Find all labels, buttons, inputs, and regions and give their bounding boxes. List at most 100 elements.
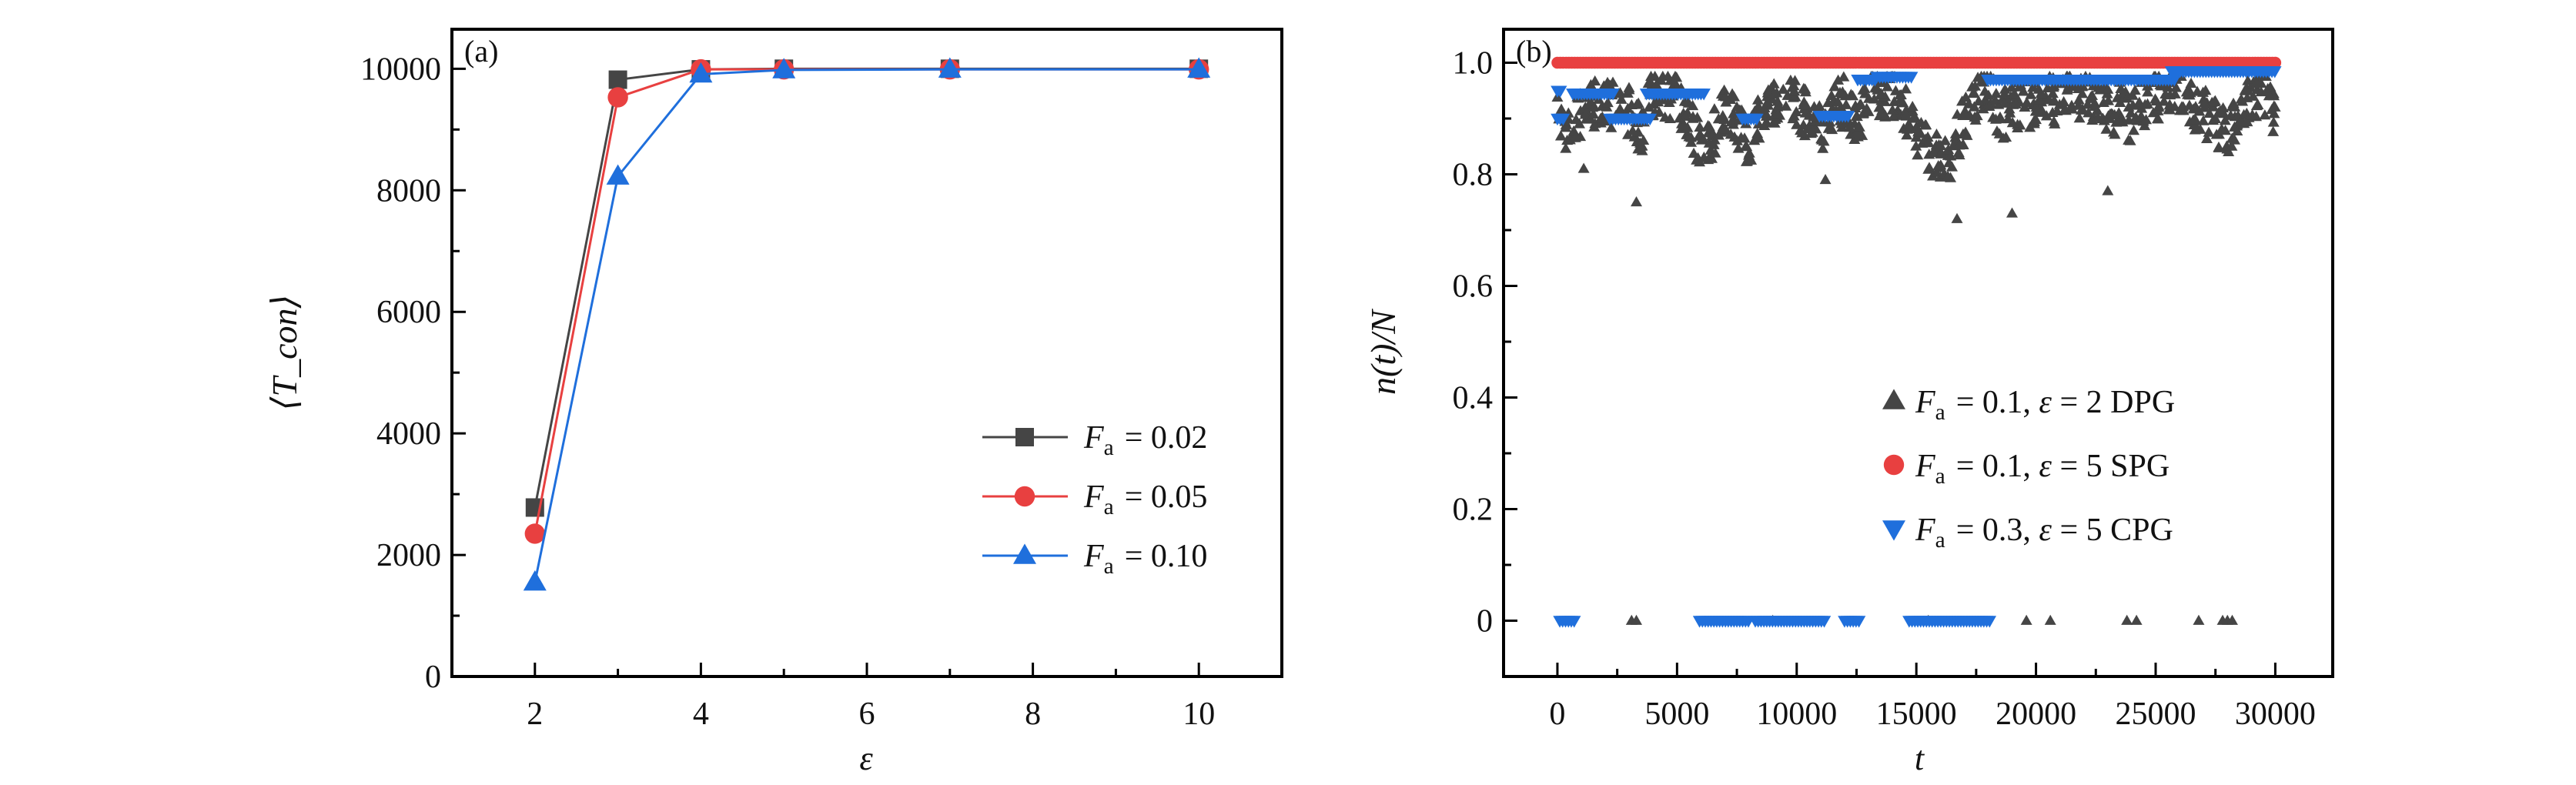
data-point [1902,118,1915,129]
data-point [1734,104,1746,115]
data-point [1906,100,1919,112]
data-point [1768,78,1780,89]
data-point [2121,92,2133,103]
data-point [1750,113,1764,126]
data-point [1731,135,1744,145]
data-point [1852,616,1866,628]
legend-marker [1015,428,1034,446]
data-point [1768,89,1780,99]
x-tick-label: 5000 [1644,696,1709,732]
data-point [2214,105,2226,115]
data-point [1651,78,1663,89]
data-point [1928,147,1940,158]
y-tick-label: 0.8 [1453,158,1494,193]
data-point [2209,95,2221,105]
series-spg [1551,56,2282,69]
data-point [2235,93,2247,104]
data-point [1817,142,1829,153]
data-point [1642,77,1654,89]
data-point [1922,137,1935,148]
math-var: F [1915,513,1935,548]
data-point [1852,131,1864,142]
data-point [938,57,962,78]
y-tick-label: 10000 [360,52,441,87]
math-var: P [2129,449,2146,484]
data-point [2119,85,2132,97]
data-point [1601,96,1614,108]
data-point [1972,95,1985,106]
data-point [1908,112,1920,122]
x-tick-label: 6 [859,696,875,732]
data-point [1687,99,1699,111]
data-point [2193,614,2205,625]
data-point [1901,129,1913,140]
data-point [1817,616,1832,628]
data-point [1631,614,1643,625]
data-point [1886,104,1899,115]
legend-label: Fa = 0.05 [1083,479,1207,519]
data-point [1961,129,1973,140]
data-point [2250,72,2262,84]
data-point [2086,114,2099,125]
legend-item: Fa = 0.3, ε = 5 CPG [1882,513,2173,553]
data-point [2267,125,2280,136]
x-tick-label: 30000 [2235,696,2316,732]
math-var: ε [2039,513,2052,548]
data-point [2231,125,2243,136]
y-axis-label-a: ⟨T_con⟩ [265,295,304,411]
data-point [2198,97,2210,108]
math-text: = 5 [2052,513,2110,548]
data-point [1567,125,1580,136]
math-text: = 0.10 [1116,539,1207,574]
math-text: = 5 [2052,449,2110,484]
data-point [2182,89,2194,99]
data-point [2213,142,2225,152]
data-point [1922,163,1935,174]
data-point [1910,140,1922,151]
data-point [2241,85,2253,95]
data-point [1844,122,1856,132]
math-var: C [2110,513,2132,548]
data-point [1553,85,1567,98]
x-tick-label: 25000 [2115,696,2196,732]
math-var: G [2152,385,2175,420]
data-point [1852,120,1865,131]
data-point [1728,91,1740,102]
math-subscript: a [1935,464,1945,489]
data-point [1615,93,1628,104]
y-tick-label: 0.2 [1453,493,1494,528]
data-point [2185,77,2197,89]
data-point [1819,173,1832,185]
data-point [1952,146,1965,157]
panel-label: (a) [464,34,498,68]
y-tick-label: 1.0 [1453,46,1494,82]
data-point [1796,127,1808,138]
data-point [1623,82,1635,92]
data-point [2247,90,2260,101]
data-point [1968,101,1980,112]
y-tick-label: 4000 [376,416,441,452]
data-point [1605,122,1618,132]
data-point [1806,126,1818,137]
data-point [2024,122,2036,132]
data-point [2139,119,2151,131]
data-point [2044,614,2056,625]
data-point [1745,154,1758,165]
data-point [2066,102,2078,114]
series-cpg [1551,66,2282,628]
math-text: = 0.1, [1948,449,2039,484]
data-point [2048,115,2060,126]
data-point [2020,614,2032,625]
series-line [534,68,1199,534]
data-point [2266,103,2278,115]
data-point [2203,107,2216,118]
data-point [1788,85,1801,96]
data-point [1826,123,1838,135]
data-point [1761,109,1773,120]
data-point [2073,94,2085,105]
data-point [1959,109,1972,121]
data-point [606,164,630,185]
data-point [1895,89,1907,99]
data-point [1643,101,1655,112]
data-point [1951,212,1963,223]
